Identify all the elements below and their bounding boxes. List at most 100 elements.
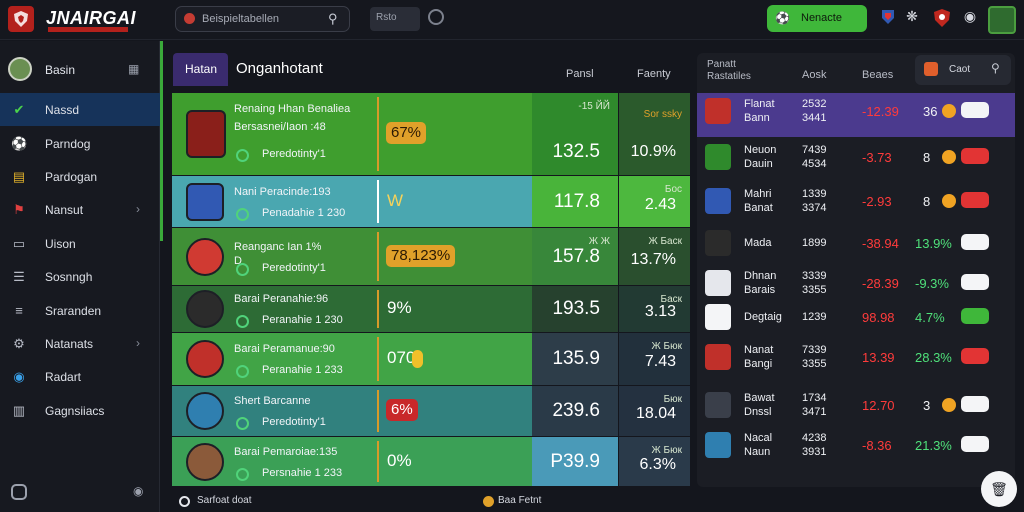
- logo-shield-icon[interactable]: [8, 6, 34, 32]
- stat-value: 2532: [802, 98, 827, 110]
- value-cell: Ж Ж 157.8: [532, 228, 618, 285]
- percentage-value: 67%: [386, 122, 427, 144]
- sidebar-item[interactable]: ≡ Sraranden: [0, 294, 160, 327]
- sidebar-item-label: Nassd: [45, 103, 80, 117]
- collapse-icon[interactable]: [11, 484, 27, 500]
- list-item[interactable]: Degtaig 1239 98.98 4.7%: [697, 299, 1015, 335]
- list-item[interactable]: Flanat Bann 2532 3441 -12.39 36: [697, 93, 1015, 137]
- sidebar-item[interactable]: ⚑ Nansut ›: [0, 193, 160, 226]
- sidebar-item[interactable]: ⚙ Natanats ›: [0, 327, 160, 360]
- odds-cell[interactable]: Ж Баск 13.7%: [619, 228, 690, 285]
- sidebar-item[interactable]: ☰ Sosnngh: [0, 260, 160, 293]
- primary-value: 135.9: [552, 348, 600, 369]
- odds-cell[interactable]: Бос 2.43: [619, 176, 690, 227]
- player-name: Mada: [744, 237, 772, 249]
- gain-value: 28.3%: [915, 350, 952, 365]
- sidebar-item[interactable]: ▥ Gagnsiiacs: [0, 394, 160, 427]
- primary-action-button[interactable]: ⚽ Nenacte: [767, 5, 867, 32]
- panel-search[interactable]: Caot ⚲: [915, 55, 1011, 85]
- divider: [377, 337, 379, 381]
- list-item[interactable]: Mahri Banat 1339 3374 -2.93 8: [697, 183, 1015, 219]
- odds-cell[interactable]: Sor ssky 10.9%: [619, 93, 690, 175]
- sidebar-item[interactable]: ▭ Uison: [0, 227, 160, 260]
- search-placeholder: Beispieltabellen: [202, 13, 280, 25]
- sidebar-profile[interactable]: Basin ▦: [0, 53, 160, 87]
- player-detail: Peredotinty'1: [262, 262, 326, 274]
- status-badge[interactable]: [961, 148, 989, 164]
- bet-slip-button[interactable]: 🗑: [981, 471, 1017, 507]
- stat-value: 1239: [802, 311, 827, 323]
- odds-cell[interactable]: Ж Бюк 6.3%: [619, 437, 690, 486]
- stats-table: Renaing Hhan Benaliea Bersasnei/Iaon :48 P…: [172, 93, 690, 486]
- player-name: Degtaig: [744, 311, 782, 323]
- list-item[interactable]: Nacal Naun 4238 3931 -8.36 21.3%: [697, 427, 1015, 463]
- status-badge[interactable]: [961, 192, 989, 208]
- list-item[interactable]: Mada 1899 -38.94 13.9%: [697, 225, 1015, 261]
- filter-box[interactable]: Rsto: [370, 7, 420, 31]
- stat-value: 3931: [802, 446, 827, 458]
- chevron-right-icon[interactable]: ›: [136, 202, 140, 216]
- settings-icon[interactable]: ❋: [906, 8, 918, 24]
- shield-icon[interactable]: [933, 8, 951, 28]
- table-row[interactable]: Nani Peracinde:193 Penadahie 1 230 W 117.8 Б…: [172, 176, 690, 227]
- player-name: Barai Pemaroiae:135: [234, 446, 338, 458]
- status-badge[interactable]: [961, 436, 989, 452]
- tab-main[interactable]: Hatan: [173, 53, 228, 86]
- odds-cell[interactable]: Баск 3.13: [619, 286, 690, 332]
- app-title[interactable]: JNAIRGAI: [46, 8, 137, 28]
- player-cell: Reanganc Ian 1% D Peredotinty'1 78,123%: [172, 228, 532, 285]
- sidebar-item[interactable]: ◉ Radart: [0, 360, 160, 393]
- gain-value: 3: [923, 398, 931, 413]
- sidebar-item[interactable]: ▤ Pardogan: [0, 160, 160, 193]
- value-cell: 135.9: [532, 333, 618, 385]
- badge-icon[interactable]: [879, 8, 897, 28]
- refresh-icon[interactable]: [428, 9, 444, 25]
- column-header-c[interactable]: Faenty: [637, 68, 671, 80]
- table-row[interactable]: Barai Peramanue:90 Peranahie 1 233 070 135.…: [172, 333, 690, 385]
- stat-icon: [236, 315, 249, 328]
- status-badge[interactable]: [961, 308, 989, 324]
- sidebar-item[interactable]: ✔ Nassd: [0, 93, 160, 126]
- panel-header-3[interactable]: Beaes: [862, 69, 894, 81]
- user-avatar[interactable]: [988, 6, 1016, 34]
- player-cell: Barai Peranahie:96 Peranahie 1 230 9%: [172, 286, 532, 332]
- status-badge[interactable]: [961, 274, 989, 290]
- status-badge[interactable]: [961, 396, 989, 412]
- divider: [377, 441, 379, 482]
- location-icon[interactable]: ◉: [133, 484, 144, 498]
- odds-cell[interactable]: Бюк 18.04: [619, 386, 690, 436]
- search-icon[interactable]: ⚲: [991, 61, 1000, 75]
- status-badge[interactable]: [961, 102, 989, 118]
- status-badge[interactable]: [961, 234, 989, 250]
- table-row[interactable]: Shert Barcanne Peredotinty'1 6% 239.6 Бюк 18.…: [172, 386, 690, 436]
- odds-cell[interactable]: Ж Бюк 7.43: [619, 333, 690, 385]
- column-header-b[interactable]: Pansl: [566, 68, 594, 80]
- percentage-value: 9%: [387, 298, 412, 317]
- status-badge[interactable]: [961, 348, 989, 364]
- table-row[interactable]: Renaing Hhan Benaliea Bersasnei/Iaon :48 P…: [172, 93, 690, 175]
- list-item[interactable]: Nanat Bangi 7339 3355 13.39 28.3%: [697, 339, 1015, 375]
- table-row[interactable]: Barai Pemaroiae:135 Persnahie 1 233 0% P39.…: [172, 437, 690, 486]
- footer-right-label[interactable]: Baa Fetnt: [498, 495, 542, 506]
- list-item[interactable]: Neuon Dauin 7439 4534 -3.73 8: [697, 139, 1015, 175]
- primary-value: 157.8: [552, 246, 600, 267]
- chevron-right-icon[interactable]: ›: [136, 336, 140, 350]
- list-item[interactable]: Dhnan Barais 3339 3355 -28.39 -9.3%: [697, 265, 1015, 301]
- grid-icon[interactable]: ▦: [128, 62, 140, 76]
- footer-left-label[interactable]: Sarfoat doat: [197, 495, 252, 506]
- list-item[interactable]: Bawat Dnssl 1734 3471 12.70 3: [697, 387, 1015, 423]
- sidebar-item[interactable]: ⚽ Parndog: [0, 127, 160, 160]
- player-name: Nani Peracinde:193: [234, 186, 331, 198]
- coin-icon: [483, 496, 494, 507]
- stat-icon: [236, 149, 249, 162]
- player-cell: Barai Pemaroiae:135 Persnahie 1 233 0%: [172, 437, 532, 486]
- sidebar-scrollbar[interactable]: [160, 41, 163, 241]
- coin-icon: [942, 398, 956, 412]
- table-row[interactable]: Barai Peranahie:96 Peranahie 1 230 9% 193.5…: [172, 286, 690, 332]
- secondary-value: 2.43: [644, 196, 676, 213]
- search-icon[interactable]: ⚲: [328, 11, 338, 26]
- gamepad-icon[interactable]: ◉: [963, 8, 977, 24]
- search-input[interactable]: Beispieltabellen ⚲: [175, 6, 350, 32]
- panel-header-2[interactable]: Aosk: [802, 69, 827, 81]
